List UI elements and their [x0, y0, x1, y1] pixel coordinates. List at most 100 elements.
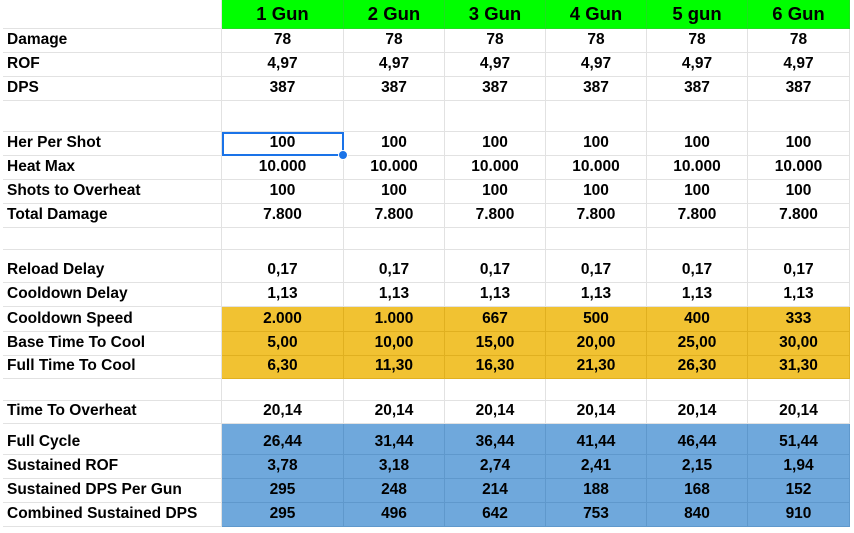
- row-label[interactable]: Total Damage: [3, 204, 222, 228]
- table-cell[interactable]: 0,17: [222, 250, 344, 283]
- table-cell[interactable]: 1,13: [647, 283, 748, 307]
- table-cell[interactable]: [546, 228, 647, 250]
- table-cell[interactable]: 667: [445, 307, 546, 332]
- row-label[interactable]: Cooldown Speed: [3, 307, 222, 332]
- row-label[interactable]: Full Time To Cool: [3, 356, 222, 379]
- table-cell[interactable]: [546, 379, 647, 401]
- table-cell[interactable]: 100: [546, 180, 647, 204]
- table-cell[interactable]: 100: [546, 132, 647, 156]
- table-cell[interactable]: 20,14: [445, 401, 546, 424]
- table-cell[interactable]: 2,41: [546, 455, 647, 479]
- table-cell[interactable]: 3,78: [222, 455, 344, 479]
- corner-cell[interactable]: [3, 0, 222, 29]
- table-cell[interactable]: 31,30: [748, 356, 850, 379]
- table-cell[interactable]: 1,13: [546, 283, 647, 307]
- column-header[interactable]: 1 Gun: [222, 0, 344, 29]
- table-cell[interactable]: 0,17: [647, 250, 748, 283]
- table-cell[interactable]: 20,00: [546, 332, 647, 356]
- table-cell[interactable]: 387: [647, 77, 748, 101]
- row-label[interactable]: Combined Sustained DPS: [3, 503, 222, 527]
- table-cell[interactable]: [546, 101, 647, 132]
- table-cell[interactable]: 25,00: [647, 332, 748, 356]
- table-cell[interactable]: [445, 228, 546, 250]
- table-cell[interactable]: 2.000: [222, 307, 344, 332]
- table-cell[interactable]: 400: [647, 307, 748, 332]
- table-cell[interactable]: 0,17: [344, 250, 445, 283]
- table-cell[interactable]: [647, 101, 748, 132]
- table-cell[interactable]: 248: [344, 479, 445, 503]
- table-cell[interactable]: 333: [748, 307, 850, 332]
- table-cell[interactable]: 7.800: [222, 204, 344, 228]
- selected-cell[interactable]: 100: [222, 132, 348, 160]
- table-cell[interactable]: 7.800: [546, 204, 647, 228]
- table-cell[interactable]: 78: [748, 29, 850, 53]
- table-cell[interactable]: 387: [445, 77, 546, 101]
- table-cell[interactable]: 1.000: [344, 307, 445, 332]
- table-cell[interactable]: 10.000: [546, 156, 647, 180]
- table-cell[interactable]: 78: [344, 29, 445, 53]
- table-cell[interactable]: 0,17: [445, 250, 546, 283]
- table-cell[interactable]: 15,00: [445, 332, 546, 356]
- table-cell[interactable]: 0,17: [748, 250, 850, 283]
- table-cell[interactable]: 4,97: [546, 53, 647, 77]
- table-cell[interactable]: 4,97: [445, 53, 546, 77]
- table-cell[interactable]: 20,14: [647, 401, 748, 424]
- row-label[interactable]: Reload Delay: [3, 250, 222, 283]
- table-cell[interactable]: 3,18: [344, 455, 445, 479]
- table-cell[interactable]: 26,30: [647, 356, 748, 379]
- table-cell[interactable]: [222, 228, 344, 250]
- table-cell[interactable]: [748, 379, 850, 401]
- table-cell[interactable]: 20,14: [344, 401, 445, 424]
- column-header[interactable]: 3 Gun: [445, 0, 546, 29]
- table-cell[interactable]: 10,00: [344, 332, 445, 356]
- table-cell[interactable]: 295: [222, 479, 344, 503]
- table-cell[interactable]: 387: [748, 77, 850, 101]
- column-header[interactable]: 6 Gun: [748, 0, 850, 29]
- table-cell[interactable]: 78: [546, 29, 647, 53]
- table-cell[interactable]: 100: [344, 132, 445, 156]
- table-cell[interactable]: [748, 101, 850, 132]
- row-label[interactable]: DPS: [3, 77, 222, 101]
- table-cell[interactable]: [222, 101, 344, 132]
- table-cell[interactable]: 500: [546, 307, 647, 332]
- row-label[interactable]: [3, 101, 222, 132]
- table-cell[interactable]: 387: [344, 77, 445, 101]
- table-cell[interactable]: 100: [344, 180, 445, 204]
- table-cell[interactable]: 100: [445, 132, 546, 156]
- table-cell[interactable]: 1,13: [445, 283, 546, 307]
- column-header[interactable]: 4 Gun: [546, 0, 647, 29]
- table-cell[interactable]: 188: [546, 479, 647, 503]
- table-cell[interactable]: 642: [445, 503, 546, 527]
- table-cell[interactable]: 51,44: [748, 424, 850, 455]
- table-cell[interactable]: 78: [445, 29, 546, 53]
- table-cell[interactable]: 7.800: [647, 204, 748, 228]
- table-cell[interactable]: 20,14: [546, 401, 647, 424]
- table-cell[interactable]: 100: [445, 180, 546, 204]
- row-label[interactable]: [3, 228, 222, 250]
- table-cell[interactable]: [344, 379, 445, 401]
- table-cell[interactable]: 46,44: [647, 424, 748, 455]
- table-cell[interactable]: 753: [546, 503, 647, 527]
- table-cell[interactable]: 100: [647, 180, 748, 204]
- table-cell[interactable]: 100: [222, 180, 344, 204]
- table-cell[interactable]: 20,14: [748, 401, 850, 424]
- table-cell[interactable]: [748, 228, 850, 250]
- row-label[interactable]: Heat Max: [3, 156, 222, 180]
- row-label[interactable]: Sustained ROF: [3, 455, 222, 479]
- table-cell[interactable]: 7.800: [445, 204, 546, 228]
- table-cell[interactable]: 4,97: [344, 53, 445, 77]
- column-header[interactable]: 2 Gun: [344, 0, 445, 29]
- table-cell[interactable]: 10.000: [748, 156, 850, 180]
- table-cell[interactable]: [445, 379, 546, 401]
- row-label[interactable]: Her Per Shot: [3, 132, 222, 156]
- table-cell[interactable]: 10.000: [222, 156, 344, 180]
- row-label[interactable]: Time To Overheat: [3, 401, 222, 424]
- table-cell[interactable]: 7.800: [748, 204, 850, 228]
- row-label[interactable]: Shots to Overheat: [3, 180, 222, 204]
- table-cell[interactable]: 30,00: [748, 332, 850, 356]
- column-header[interactable]: 5 gun: [647, 0, 748, 29]
- table-cell[interactable]: 295: [222, 503, 344, 527]
- table-cell[interactable]: 20,14: [222, 401, 344, 424]
- table-cell[interactable]: 2,15: [647, 455, 748, 479]
- table-cell[interactable]: 5,00: [222, 332, 344, 356]
